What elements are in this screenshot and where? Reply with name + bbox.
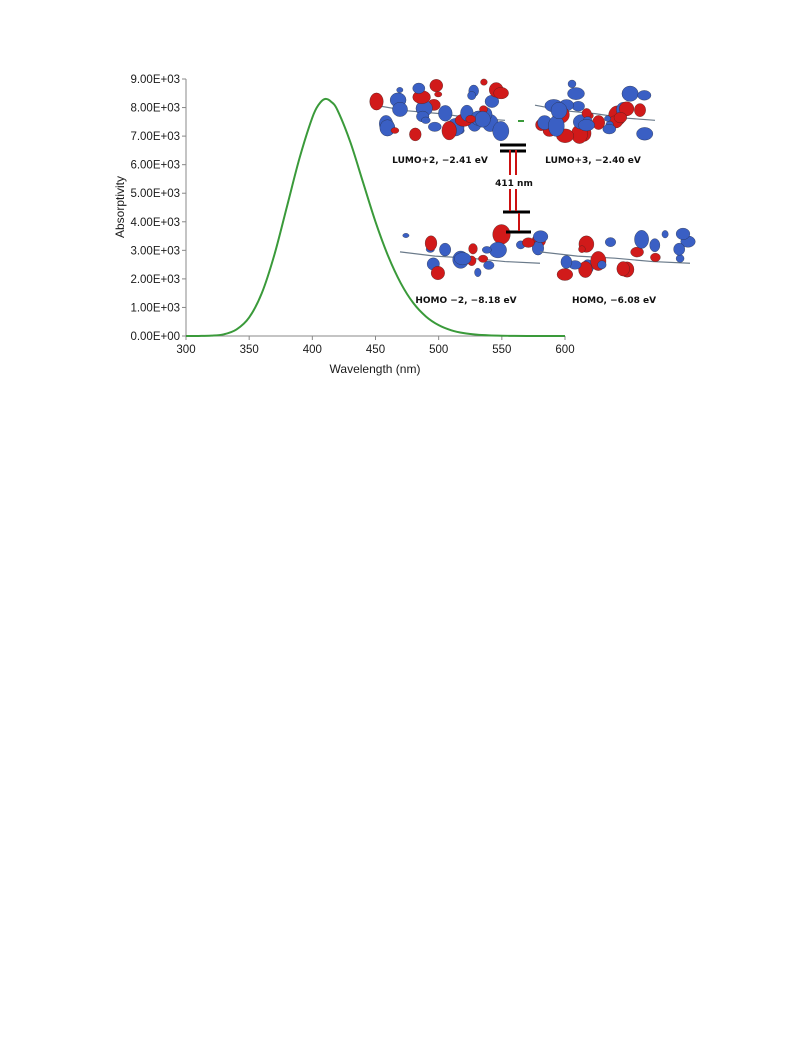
lumo2-label: LUMO+2, −2.41 eV: [392, 156, 488, 166]
y-tick-label: 8.00E+03: [130, 103, 180, 115]
orbital-lobe: [390, 127, 400, 134]
orbital-lobe: [602, 124, 616, 135]
orbital-lobe: [522, 237, 535, 248]
y-tick-label: 3.00E+03: [130, 245, 180, 257]
y-tick-label: 7.00E+03: [130, 131, 180, 143]
x-tick-label: 300: [176, 344, 195, 356]
absorption-plot: 0.00E+00 1.00E+03 2.00E+03 3.00E+03 4.00E+03…: [113, 74, 575, 376]
orbital-lobe: [613, 112, 627, 124]
orbital-lobe: [438, 105, 453, 122]
orbital-lobe: [482, 246, 492, 254]
x-tick-label: 400: [303, 344, 322, 356]
orbital-lobe: [616, 261, 630, 277]
y-tick-label: 5.00E+03: [130, 188, 180, 200]
orbital-lobe: [560, 255, 573, 269]
orbital-lobe: [396, 87, 404, 93]
homo-orbital-image: [533, 227, 696, 281]
orbital-lobe: [465, 115, 476, 124]
orbital-lobe: [571, 101, 585, 112]
orbital-lobe: [597, 260, 607, 270]
y-tick-label: 9.00E+03: [130, 74, 180, 86]
orbital-lobe: [675, 254, 685, 263]
orbital-lobe: [409, 127, 422, 142]
orbital-lobe: [424, 235, 438, 251]
orbital-lobe: [474, 111, 491, 128]
orbital-lobe: [567, 79, 577, 88]
x-tick-label: 550: [492, 344, 511, 356]
orbital-lobe: [402, 233, 410, 238]
orbital-lobe: [548, 115, 565, 137]
orbital-lobe: [489, 241, 507, 259]
orbital-images: [369, 78, 696, 281]
orbital-lobe: [468, 243, 478, 255]
orbital-lobe: [675, 227, 691, 240]
energy-level-diagram: 411 nm: [494, 120, 534, 234]
lumo3-label: LUMO+3, −2.40 eV: [545, 156, 641, 166]
orbital-lobe: [578, 261, 593, 278]
orbital-lobe: [673, 242, 685, 256]
y-tick-label: 6.00E+03: [130, 160, 180, 172]
x-tick-label: 600: [555, 344, 574, 356]
x-tick-label: 450: [366, 344, 385, 356]
orbital-lobe: [392, 102, 408, 117]
orbital-lobe: [492, 224, 511, 245]
orbital-lobe: [412, 82, 426, 94]
orbital-lobe: [592, 115, 605, 130]
orbital-lobe: [421, 116, 431, 124]
y-tick-label: 2.00E+03: [130, 274, 180, 286]
orbital-lobe: [556, 268, 573, 281]
absorption-curve: [185, 97, 565, 337]
orbital-lobe: [483, 260, 495, 270]
transition-label-bg: [494, 175, 534, 189]
x-axis-title: Wavelength (nm): [330, 362, 421, 376]
lumo3-orbital-image: [534, 79, 656, 144]
orbital-lobe: [441, 121, 457, 141]
orbital-lobe: [604, 115, 611, 122]
orbital-lobe: [454, 252, 472, 266]
y-tick-label: 4.00E+03: [130, 217, 180, 229]
orbital-lobe: [493, 87, 509, 100]
orbital-lobe: [578, 119, 595, 132]
orbital-lobe: [661, 230, 669, 239]
homo-label: HOMO, −6.08 eV: [572, 296, 656, 306]
lumo2-orbital-image: [369, 78, 510, 142]
y-axis-title: Absorptivity: [113, 176, 127, 238]
orbital-lobe: [492, 121, 510, 141]
orbital-lobe: [434, 91, 443, 98]
orbital-lobe: [634, 103, 646, 117]
homo2-orbital-image: [399, 224, 546, 280]
x-ticks: 300 350 400 450 500 550 600: [176, 336, 575, 356]
orbital-lobe: [474, 267, 482, 277]
x-tick-label: 350: [240, 344, 259, 356]
orbital-lobe: [649, 238, 661, 252]
orbital-lobe: [439, 242, 451, 257]
orbital-lobe: [428, 121, 442, 132]
orbital-lobe: [621, 85, 639, 102]
figure: 0.00E+00 1.00E+03 2.00E+03 3.00E+03 4.00E+03…: [113, 74, 696, 376]
orbital-lobe: [429, 79, 443, 93]
molecule-backbone: [539, 251, 691, 264]
orbital-lobe: [533, 230, 549, 243]
orbital-lobe: [550, 102, 568, 119]
orbital-lobe: [430, 266, 445, 280]
orbital-lobe: [634, 230, 649, 249]
y-ticks: 0.00E+00 1.00E+03 2.00E+03 3.00E+03 4.00E+03…: [130, 74, 186, 343]
orbital-lobe: [578, 245, 586, 253]
orbital-lobe: [650, 252, 661, 262]
orbital-lobe: [636, 127, 654, 141]
orbital-lobe: [605, 237, 616, 247]
orbital-lobe: [567, 87, 585, 100]
y-tick-label: 0.00E+00: [130, 331, 180, 343]
homo2-label: HOMO −2, −8.18 eV: [415, 296, 516, 306]
orbital-lobe: [630, 246, 644, 258]
orbital-lobe: [637, 90, 652, 101]
orbital-lobe: [478, 254, 488, 263]
orbital-lobe: [480, 78, 488, 86]
x-tick-label: 500: [429, 344, 448, 356]
transition-wavelength-label: 411 nm: [495, 179, 533, 189]
orbital-lobe: [369, 92, 384, 111]
y-tick-label: 1.00E+03: [130, 302, 180, 314]
orbital-lobe: [467, 91, 477, 100]
